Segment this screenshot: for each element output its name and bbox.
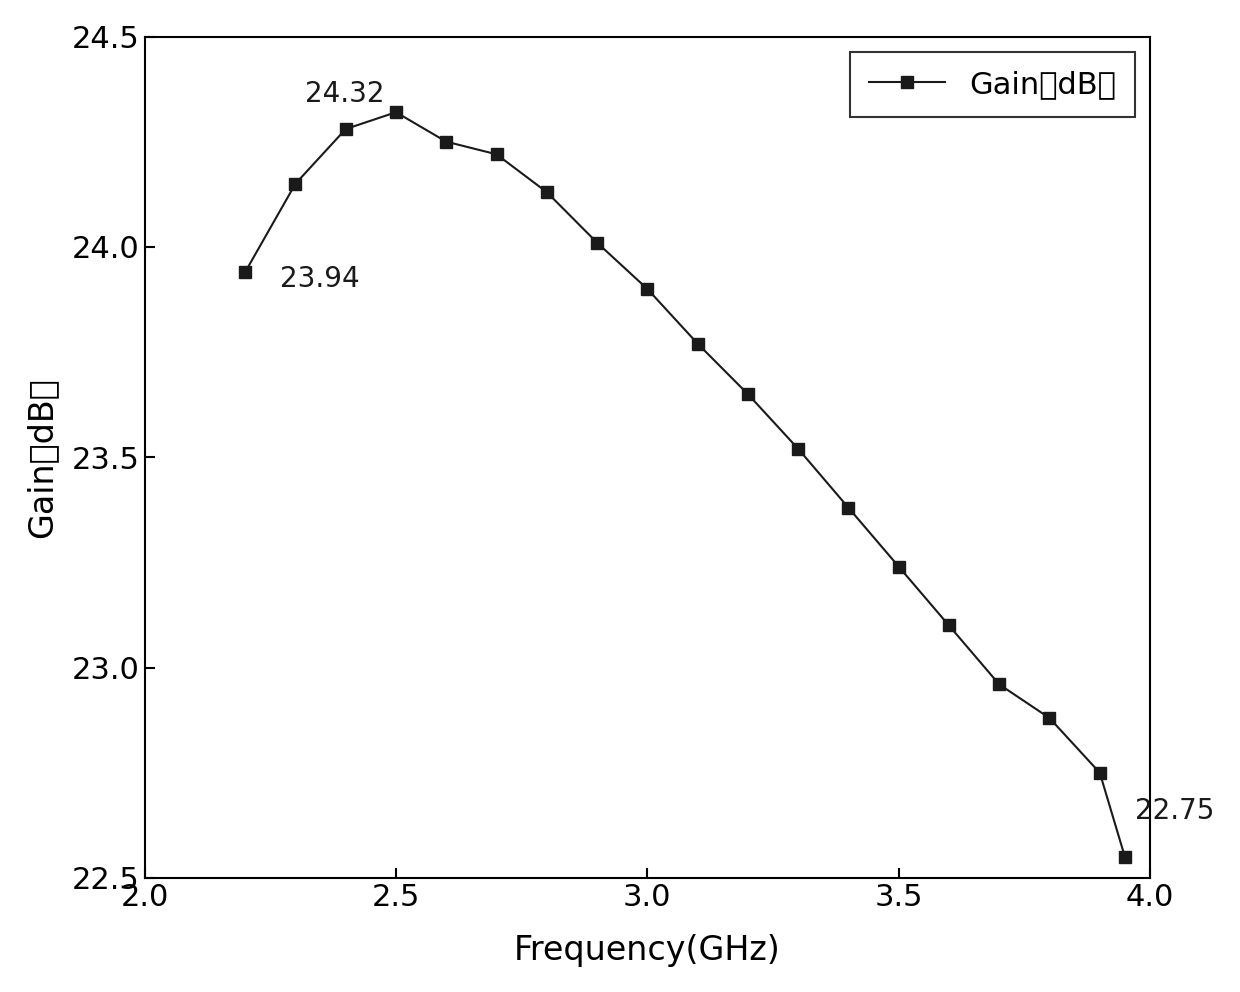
Gain（dB） (841, 502, 856, 514)
Gain（dB） (388, 106, 403, 118)
Gain（dB） (590, 237, 605, 249)
Gain（dB） (288, 178, 303, 189)
Gain（dB） (539, 186, 554, 198)
Text: 22.75: 22.75 (1135, 797, 1214, 825)
Y-axis label: Gain（dB）: Gain（dB） (25, 377, 58, 538)
Gain（dB） (892, 560, 906, 572)
Gain（dB） (339, 123, 353, 135)
Gain（dB） (439, 136, 454, 148)
Gain（dB） (489, 149, 503, 161)
Gain（dB） (941, 620, 956, 632)
Gain（dB） (238, 266, 253, 278)
Gain（dB） (1042, 712, 1056, 724)
Gain（dB） (992, 679, 1007, 690)
Gain（dB） (691, 337, 706, 349)
Gain（dB） (640, 283, 655, 295)
Text: 24.32: 24.32 (305, 79, 384, 108)
Text: 23.94: 23.94 (280, 265, 360, 293)
Gain（dB） (740, 388, 755, 400)
Gain（dB） (791, 442, 806, 454)
Line: Gain（dB）: Gain（dB） (239, 107, 1131, 862)
Gain（dB） (1117, 851, 1132, 863)
Legend: Gain（dB）: Gain（dB） (851, 52, 1135, 117)
X-axis label: Frequency(GHz): Frequency(GHz) (513, 934, 781, 967)
Gain（dB） (1092, 767, 1107, 779)
